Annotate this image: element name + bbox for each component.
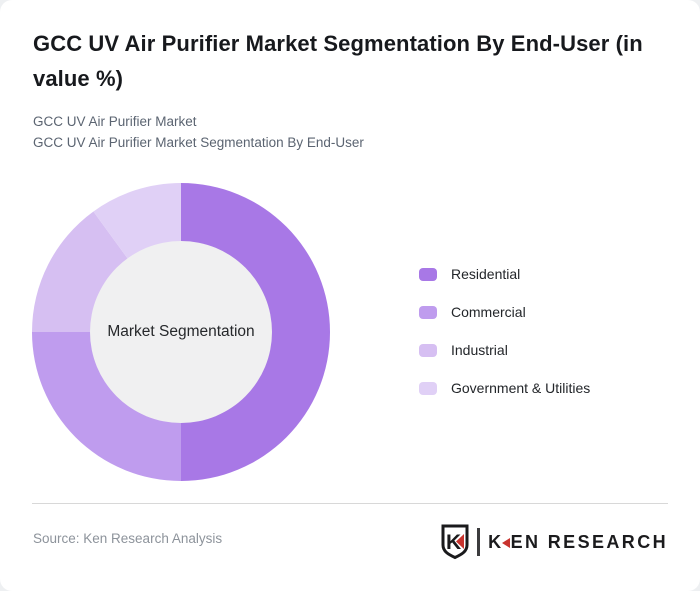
legend-swatch-icon bbox=[419, 381, 437, 395]
logo-text-rest: EN RESEARCH bbox=[510, 531, 668, 552]
legend-item-industrial: Industrial bbox=[419, 341, 590, 359]
donut-segment-industrial bbox=[32, 211, 129, 332]
donut-inner-disc bbox=[90, 241, 272, 423]
source-note: Source: Ken Research Analysis bbox=[33, 531, 223, 546]
logo-shield-arrow-icon bbox=[456, 534, 465, 549]
donut-chart bbox=[32, 183, 330, 481]
donut-segment-commercial bbox=[32, 332, 181, 481]
footer-divider bbox=[32, 503, 668, 504]
legend-label: Government & Utilities bbox=[451, 380, 591, 396]
subtitle-segmentation: GCC UV Air Purifier Market Segmentation … bbox=[33, 134, 364, 150]
chart-subtitles: GCC UV Air Purifier Market GCC UV Air Pu… bbox=[33, 112, 364, 153]
logo-wordmark: K EN RESEARCH bbox=[488, 532, 668, 553]
legend-swatch-icon bbox=[419, 267, 437, 281]
legend-swatch-icon bbox=[419, 305, 437, 319]
logo-shield-icon: K bbox=[441, 524, 469, 560]
logo-text-first: K bbox=[488, 531, 504, 552]
donut-segment-residential bbox=[181, 183, 330, 481]
legend-label: Residential bbox=[451, 266, 521, 282]
legend-label: Industrial bbox=[451, 342, 508, 358]
donut-segment-government-utilities bbox=[93, 183, 181, 260]
legend-label: Commercial bbox=[451, 304, 526, 320]
subtitle-market: GCC UV Air Purifier Market bbox=[33, 114, 197, 129]
donut-chart-area: Market Segmentation bbox=[31, 182, 331, 482]
legend-swatch-icon bbox=[419, 343, 437, 357]
logo-shield-letter: K bbox=[446, 531, 461, 554]
page-title: GCC UV Air Purifier Market Segmentation … bbox=[33, 31, 643, 91]
chart-legend: Residential Commercial Industrial Governmen… bbox=[419, 265, 590, 417]
ken-research-logo: K K EN RESEARCH bbox=[440, 523, 668, 561]
legend-item-commercial: Commercial bbox=[419, 303, 590, 321]
legend-item-residential: Residential bbox=[419, 265, 590, 283]
donut-center-label: Market Segmentation bbox=[107, 323, 255, 340]
legend-item-government-utilities: Government & Utilities bbox=[419, 379, 590, 397]
logo-red-arrow-icon bbox=[501, 537, 510, 548]
logo-divider-bar bbox=[477, 528, 481, 556]
